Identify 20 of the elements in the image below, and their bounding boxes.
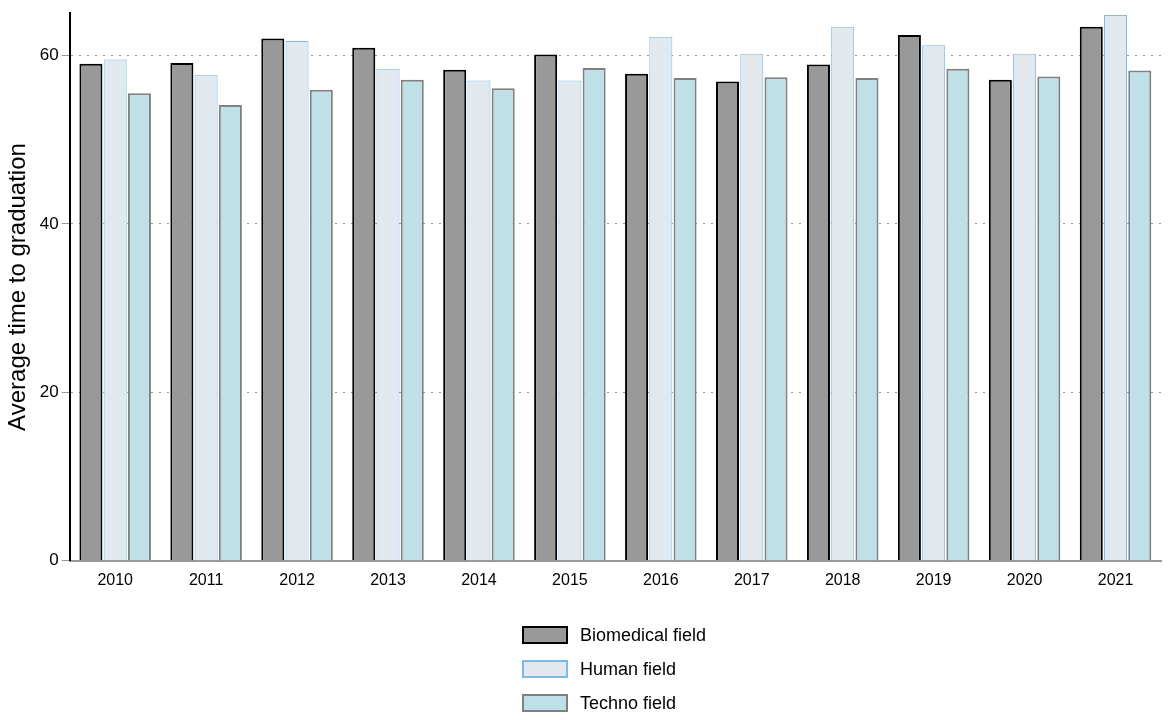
y-tick-label: 0 xyxy=(49,550,59,570)
legend-label: Human field xyxy=(580,658,677,680)
x-tick-label: 2019 xyxy=(915,570,952,588)
x-tick-label: 2017 xyxy=(733,570,770,588)
x-tick-label: 2021 xyxy=(1097,570,1134,588)
legend-label: Techno field xyxy=(580,692,677,714)
x-tick-label: 2016 xyxy=(643,570,679,588)
y-tick-label: 60 xyxy=(39,45,59,65)
y-tick-label: 40 xyxy=(39,213,59,233)
x-tick-label: 2015 xyxy=(552,570,588,588)
x-tick-label: 2018 xyxy=(824,570,861,588)
x-tick-label: 2013 xyxy=(370,570,406,588)
legend-label: Biomedical field xyxy=(580,624,707,646)
x-tick-label: 2012 xyxy=(279,570,315,588)
y-tick-label: 20 xyxy=(39,382,59,401)
x-tick-label: 2014 xyxy=(461,570,497,588)
y-axis-title: Average time to graduation xyxy=(3,143,31,431)
x-tick-label: 2010 xyxy=(97,570,134,588)
x-tick-label: 2020 xyxy=(1006,570,1043,588)
x-tick-label: 2011 xyxy=(188,570,224,588)
